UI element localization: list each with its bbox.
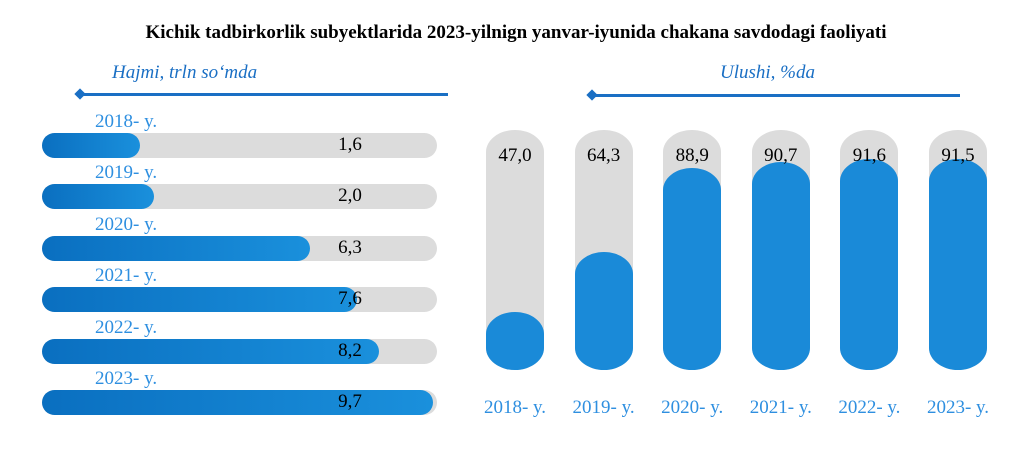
right-bar <box>486 311 544 370</box>
right-year-label: 2019- y. <box>572 397 635 418</box>
left-year-label: 2018- y. <box>95 111 158 132</box>
left-value-label: 6,3 <box>338 236 362 258</box>
left-bar <box>42 338 379 364</box>
left-bar <box>42 287 358 313</box>
left-value-label: 1,6 <box>338 134 362 155</box>
right-value-label: 47,0 <box>498 145 532 166</box>
left-bar <box>42 390 433 415</box>
right-bar <box>574 252 633 370</box>
right-subtitle: Ulushi, %da <box>720 62 815 83</box>
right-value-label: 91,5 <box>941 145 975 166</box>
left-value-label: 2,0 <box>338 185 362 207</box>
right-bar-track: 88,9 <box>663 130 722 370</box>
right-arrow-line <box>592 94 960 97</box>
right-year-label: 2020- y. <box>661 397 724 418</box>
right-arrow-head <box>586 89 598 101</box>
right-bar-track: 47,0 <box>486 130 544 370</box>
left-year-label: 2020- y. <box>95 213 158 235</box>
left-bar-track <box>42 390 437 415</box>
left-value-label: 9,7 <box>338 391 362 412</box>
right-year-label: 2018- y. <box>483 397 547 418</box>
left-year-label: 2021- y. <box>95 265 158 287</box>
right-bar-track: 64,3 <box>574 130 633 370</box>
right-year-label: 2021- y. <box>749 397 812 418</box>
left-bar-track <box>42 338 437 364</box>
left-bar-track <box>42 133 437 158</box>
right-year-label: 2023- y. <box>926 397 990 418</box>
left-value-label: 8,2 <box>338 339 362 361</box>
left-bar <box>42 184 155 210</box>
left-value-label: 7,6 <box>338 288 362 310</box>
left-arrow-head <box>74 88 86 100</box>
right-year-label: 2022- y. <box>838 397 901 418</box>
right-bar-track: 91,5 <box>929 130 987 370</box>
right-bar-track: 91,6 <box>840 130 899 370</box>
chart-title: Kichik tadbirkorlik subyektlarida 2023-y… <box>145 22 887 43</box>
left-bar-track <box>42 184 437 210</box>
left-bar-track <box>42 287 437 313</box>
left-bar <box>42 133 140 158</box>
right-value-label: 64,3 <box>586 145 621 166</box>
left-bar <box>42 235 310 261</box>
right-value-label: 88,9 <box>675 145 709 166</box>
right-value-label: 91,6 <box>852 145 887 166</box>
right-bar-track: 90,7 <box>751 130 810 370</box>
left-year-label: 2023- y. <box>95 368 158 389</box>
right-bar <box>663 168 722 370</box>
left-year-label: 2022- y. <box>95 316 158 338</box>
left-subtitle: Hajmi, trln so‘mda <box>112 62 258 83</box>
left-arrow-line <box>80 93 448 96</box>
right-bar <box>840 158 899 370</box>
right-bar <box>929 159 987 370</box>
right-bar <box>751 161 810 370</box>
right-value-label: 90,7 <box>764 145 798 166</box>
left-bar-track <box>42 235 437 261</box>
left-year-label: 2019- y. <box>95 162 158 184</box>
